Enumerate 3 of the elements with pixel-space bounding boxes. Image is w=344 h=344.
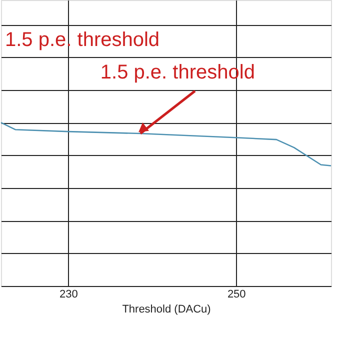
x-tick-label: 250: [227, 288, 246, 300]
x-axis-title: Threshold (DACu): [122, 304, 211, 316]
x-tick-label: 230: [59, 288, 78, 300]
